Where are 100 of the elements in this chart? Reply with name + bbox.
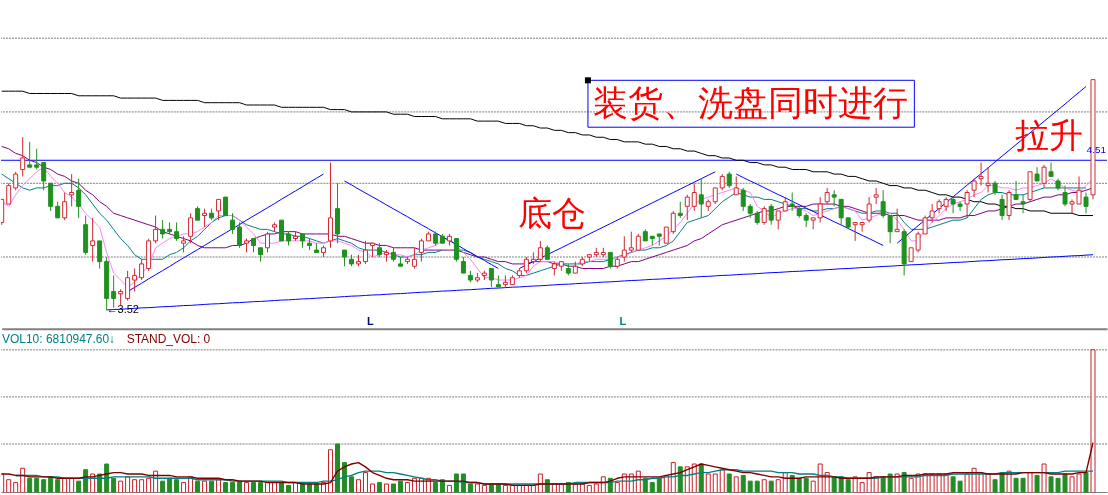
candlestick — [537, 240, 543, 263]
candlestick — [418, 238, 424, 263]
bar — [803, 477, 809, 493]
bar — [390, 483, 396, 493]
bar — [376, 482, 382, 493]
candlestick — [1083, 192, 1089, 214]
candlestick — [27, 141, 33, 168]
bar — [174, 479, 180, 493]
candlestick — [852, 221, 858, 242]
candlestick — [733, 175, 739, 196]
candlestick — [866, 196, 872, 223]
candlestick — [453, 238, 459, 263]
candlestick — [125, 270, 131, 302]
bar — [698, 463, 704, 493]
text: L — [619, 314, 627, 327]
candlestick — [160, 219, 166, 240]
candlestick — [894, 208, 900, 233]
candlestick — [139, 258, 145, 281]
candlestick — [132, 268, 138, 293]
candlestick — [873, 187, 879, 205]
candlestick — [1041, 164, 1047, 189]
candlestick — [279, 219, 285, 242]
candlestick — [838, 198, 844, 226]
candlestick — [97, 240, 103, 270]
candlestick — [789, 192, 795, 212]
bar — [1083, 472, 1089, 493]
candlestick — [13, 171, 19, 191]
candlestick — [223, 196, 229, 217]
bar — [467, 483, 473, 493]
candlestick — [362, 240, 368, 265]
bar — [845, 479, 851, 493]
bar — [251, 482, 257, 493]
candlestick — [1020, 194, 1026, 214]
bar — [397, 480, 403, 493]
candlestick — [1062, 185, 1068, 207]
bar — [432, 482, 438, 493]
bar — [747, 480, 753, 493]
candlestick — [1048, 162, 1054, 177]
candlestick — [684, 194, 690, 221]
bar — [754, 480, 760, 493]
candlestick — [1006, 189, 1012, 221]
bar — [76, 480, 82, 493]
annotation: 4.51 — [1086, 144, 1107, 156]
bar — [27, 477, 33, 493]
candlestick — [411, 247, 417, 270]
bar — [230, 482, 236, 493]
candlestick — [670, 210, 676, 235]
annotation: 装货、洗盘同时进行 — [592, 83, 908, 124]
bar — [649, 482, 655, 493]
candlestick — [237, 221, 243, 249]
bar — [34, 477, 40, 493]
candlestick — [999, 194, 1005, 221]
bar — [740, 474, 746, 493]
candlestick — [740, 187, 746, 212]
bar — [348, 476, 354, 493]
bar — [1034, 474, 1040, 493]
candlestick — [621, 235, 627, 263]
text: VOL10: 6810947.60↓ — [2, 331, 116, 346]
bar — [195, 480, 201, 493]
candlestick — [978, 162, 984, 187]
candlestick — [6, 182, 12, 205]
bar — [223, 482, 229, 493]
bar — [160, 480, 166, 493]
text: L — [366, 314, 374, 327]
bar — [677, 466, 683, 493]
candlestick — [20, 136, 26, 177]
candlestick — [230, 212, 236, 235]
candlestick — [1013, 180, 1019, 200]
candlestick — [69, 173, 75, 207]
candlestick — [153, 215, 159, 244]
candlestick — [698, 178, 704, 219]
bar — [789, 474, 795, 493]
candlestick — [202, 208, 208, 228]
candlestick — [174, 221, 180, 242]
candlestick — [761, 205, 767, 226]
bar — [41, 479, 47, 493]
candlestick — [188, 212, 194, 244]
bar — [726, 473, 732, 493]
bar — [55, 479, 61, 493]
candlestick — [216, 198, 222, 221]
candlestick — [327, 162, 333, 249]
candlestick — [76, 178, 82, 219]
candlestick — [48, 182, 54, 212]
candlestick — [265, 231, 271, 253]
bar — [111, 477, 117, 493]
candlestick — [985, 166, 991, 194]
candlestick — [691, 182, 697, 212]
candlestick — [628, 231, 634, 253]
candlestick — [34, 148, 40, 170]
bar — [286, 484, 292, 493]
bar — [334, 443, 340, 493]
candlestick — [41, 162, 47, 191]
bar — [768, 480, 774, 493]
candlestick — [62, 192, 68, 221]
candlestick — [90, 217, 96, 263]
candlestick — [817, 196, 823, 223]
bar — [209, 480, 215, 493]
bar — [258, 482, 264, 493]
candlestick — [488, 268, 494, 288]
candlestick — [768, 203, 774, 226]
